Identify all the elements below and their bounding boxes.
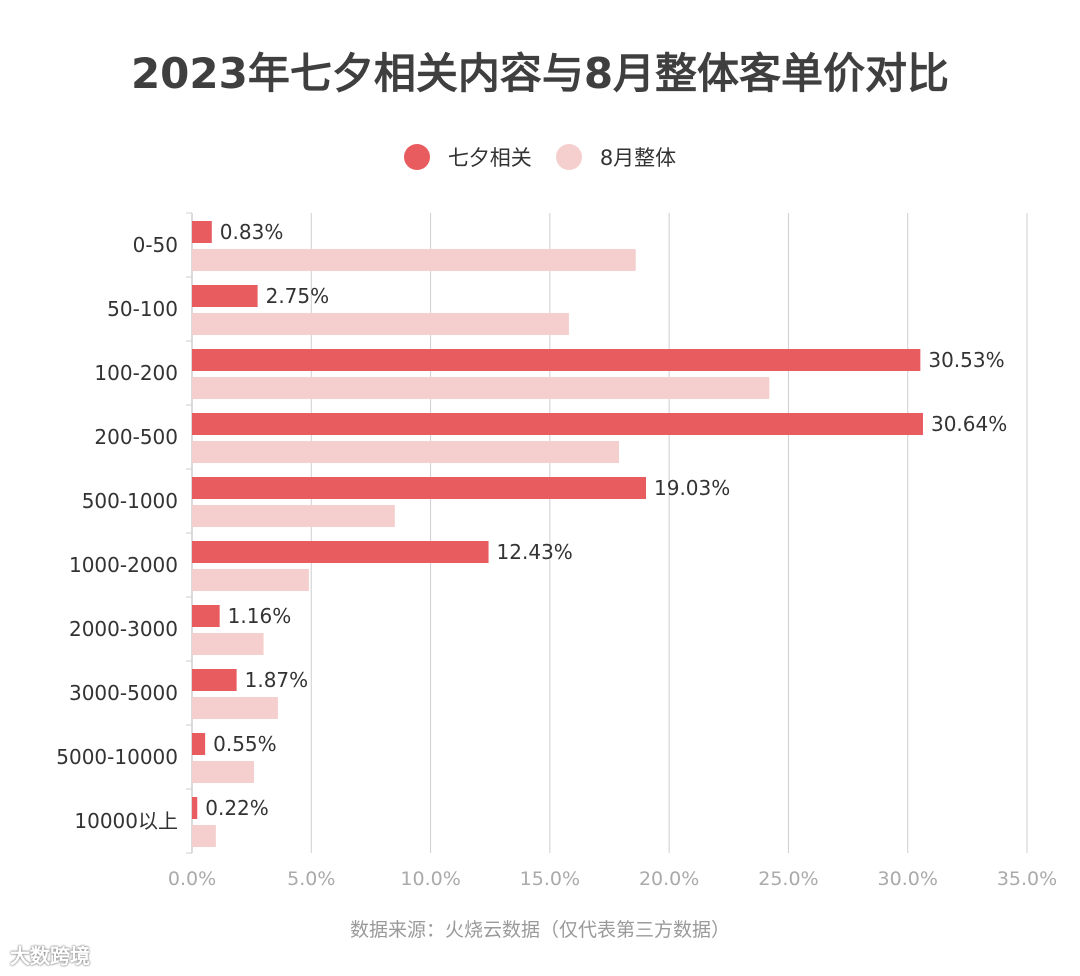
data-label-qixi: 0.22% [205,796,269,820]
x-tick-label: 15.0% [520,868,580,890]
bar-august [192,505,395,527]
data-label-qixi: 30.64% [931,412,1007,436]
y-category-label: 10000以上 [74,809,178,833]
bar-august [192,249,636,271]
bar-august [192,377,770,399]
data-label-qixi: 2.75% [266,284,330,308]
bar-august [192,633,264,655]
x-tick-label: 10.0% [400,868,460,890]
legend-label-august: 8月整体 [599,146,677,170]
y-category-label: 500-1000 [82,489,178,513]
x-tick-label: 0.0% [168,868,216,890]
data-source-note: 数据来源：火烧云数据（仅代表第三方数据） [349,919,730,941]
bar-august [192,441,620,463]
y-category-label: 5000-10000 [56,745,178,769]
bar-qixi [192,477,647,499]
bar-august [192,761,255,783]
y-category-label: 100-200 [94,361,178,385]
x-tick-label: 25.0% [758,868,818,890]
bar-qixi [192,669,237,691]
bar-august [192,697,278,719]
data-label-qixi: 30.53% [928,348,1004,372]
chart-title: 2023年七夕相关内容与8月整体客单价对比 [130,49,950,98]
data-label-qixi: 0.83% [220,220,284,244]
bar-qixi [192,221,212,243]
data-label-qixi: 0.55% [213,732,277,756]
data-label-qixi: 1.16% [228,604,292,628]
y-category-label: 0-50 [133,233,178,257]
x-tick-label: 30.0% [878,868,938,890]
bar-qixi [192,541,489,563]
data-label-qixi: 1.87% [245,668,309,692]
y-category-label: 1000-2000 [69,553,178,577]
data-label-qixi: 19.03% [654,476,730,500]
bar-qixi [192,349,921,371]
y-category-label: 200-500 [94,425,178,449]
y-category-label: 3000-5000 [69,681,178,705]
x-tick-label: 35.0% [997,868,1057,890]
bar-august [192,825,216,847]
bar-qixi [192,605,220,627]
y-category-label: 2000-3000 [69,617,178,641]
watermark-logo: 大数跨境 [10,944,90,968]
legend-item-august[interactable]: 8月整体 [555,142,677,172]
x-tick-label: 5.0% [287,868,335,890]
data-label-qixi: 12.43% [497,540,573,564]
legend-label-qixi: 七夕相关 [447,146,532,170]
bar-qixi [192,733,206,755]
y-category-label: 50-100 [107,297,178,321]
legend-swatch-qixi [403,144,430,170]
x-tick-label: 20.0% [639,868,699,890]
bar-august [192,569,309,591]
bar-qixi [192,285,258,307]
bar-august [192,313,569,335]
bar-qixi [192,797,198,819]
legend-item-qixi[interactable]: 七夕相关 [403,142,532,172]
bar-qixi [192,413,923,435]
legend-swatch-august [555,144,582,170]
legend: 七夕相关 8月整体 [0,142,1080,172]
